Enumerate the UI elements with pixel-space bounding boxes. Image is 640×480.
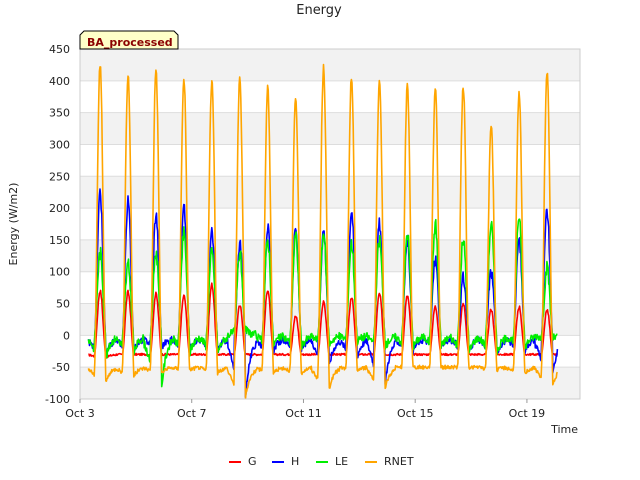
x-tick-labels: Oct 3 Oct 7 Oct 11 Oct 15 Oct 19	[65, 399, 545, 420]
legend-item-rnet: RNET	[365, 455, 414, 468]
grid-band	[80, 239, 580, 272]
plot-frame	[79, 48, 581, 400]
series-line-le	[87, 218, 558, 388]
series-line-rnet	[87, 63, 559, 400]
y-tick-label: 250	[49, 170, 70, 183]
x-axis-label: Time	[550, 423, 578, 436]
chart-title: Energy	[296, 3, 342, 18]
badge-label: BA_processed	[87, 36, 173, 49]
y-tick-label: 350	[49, 107, 70, 120]
legend-item-h: H	[272, 455, 299, 468]
y-tick-labels: -100 -50 0 50 100 150 200 250 300 350 400 450	[45, 43, 70, 406]
x-tick-label: Oct 11	[285, 407, 322, 420]
y-tick-label: 50	[56, 298, 70, 311]
legend-label: LE	[335, 455, 348, 468]
y-tick-label: 450	[49, 43, 70, 56]
legend: G H LE RNET	[229, 455, 414, 468]
legend-label: RNET	[384, 455, 414, 468]
legend-label: H	[291, 455, 299, 468]
y-tick-label: 0	[63, 329, 70, 342]
y-tick-label: 200	[49, 202, 70, 215]
legend-item-g: G	[229, 455, 257, 468]
y-tick-label: 400	[49, 75, 70, 88]
legend-label: G	[248, 455, 257, 468]
y-tick-label: -50	[52, 361, 70, 374]
y-tick-label: -100	[45, 393, 70, 406]
grid-band	[80, 49, 580, 81]
processed-badge: BA_processed	[79, 30, 179, 50]
series-lines	[87, 63, 559, 400]
y-tick-label: 100	[49, 266, 70, 279]
y-axis-label: Energy (W/m2)	[7, 183, 20, 266]
x-tick-label: Oct 19	[509, 407, 546, 420]
y-tick-label: 150	[49, 234, 70, 247]
x-tick-label: Oct 3	[65, 407, 95, 420]
y-tick-label: 300	[49, 138, 70, 151]
x-tick-label: Oct 7	[177, 407, 207, 420]
legend-item-le: LE	[316, 455, 348, 468]
grid-band	[80, 112, 580, 145]
x-tick-label: Oct 15	[397, 407, 434, 420]
grid-band	[80, 176, 580, 209]
grid-band	[80, 303, 580, 336]
